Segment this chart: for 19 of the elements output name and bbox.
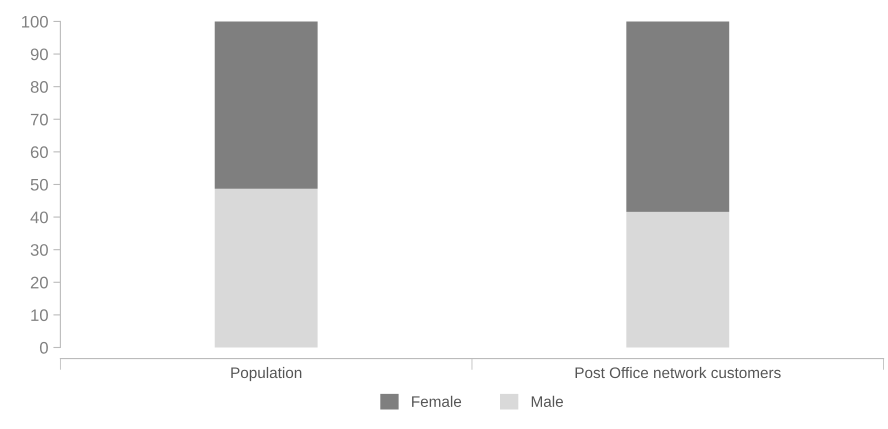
y-tick-label: 50	[30, 178, 48, 191]
y-tick-label: 30	[30, 244, 48, 256]
legend-label: Male	[532, 396, 563, 407]
y-tick-label: 0	[40, 342, 48, 354]
x-tick-label: Post Office network customers	[576, 366, 781, 378]
y-tick-label: 100	[22, 16, 48, 28]
bar	[626, 21, 730, 212]
bar	[626, 212, 730, 348]
y-tick-label: 10	[31, 309, 48, 322]
x-tick-label: Population	[231, 366, 302, 382]
y-tick-label: 60	[30, 146, 48, 158]
y-tick-label: 40	[30, 211, 48, 224]
y-tick-label: 20	[30, 276, 48, 288]
bar	[214, 188, 318, 348]
bar	[214, 21, 318, 189]
y-tick-label: 90	[30, 48, 48, 60]
y-tick-label: 80	[30, 81, 48, 93]
legend-label: Female	[412, 396, 462, 407]
y-tick-label: 70	[30, 114, 48, 126]
